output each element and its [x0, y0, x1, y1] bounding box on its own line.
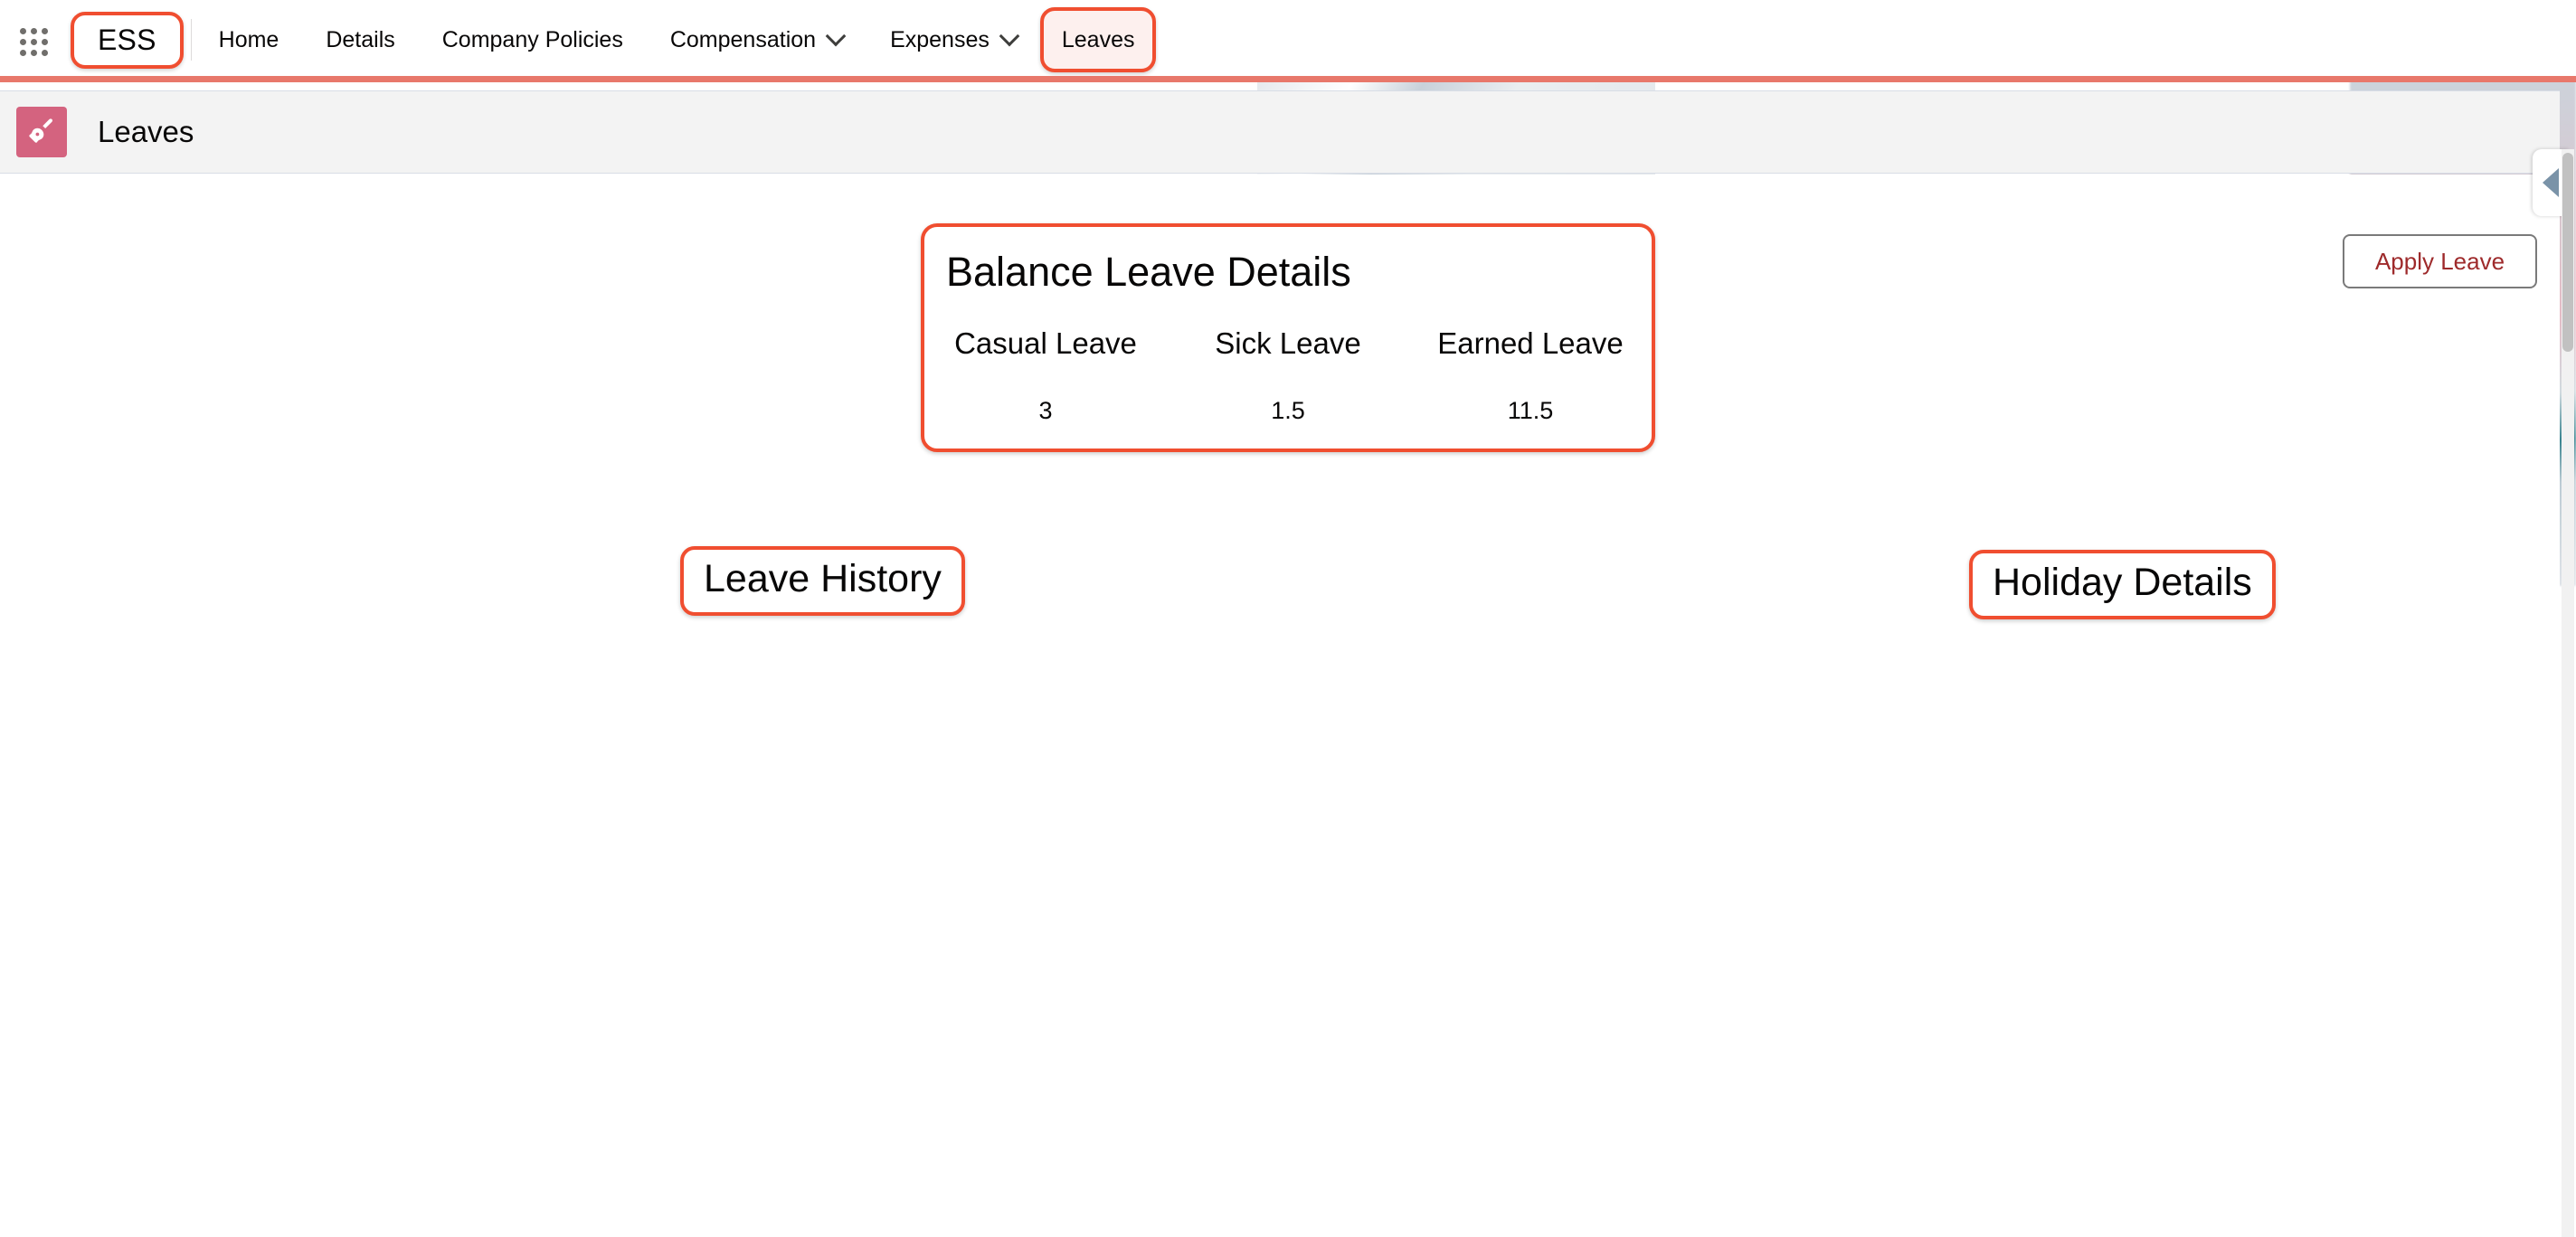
- nav-tab-expenses-label: Expenses: [890, 26, 990, 52]
- chevron-down-icon[interactable]: [999, 25, 1020, 47]
- nav-tab-home-label: Home: [218, 26, 279, 52]
- nav-tab-leaves-label: Leaves: [1061, 26, 1135, 52]
- nav-tab-compensation-label: Compensation: [669, 26, 817, 52]
- apply-leave-button[interactable]: Apply Leave: [2343, 234, 2537, 288]
- balance-sick-value: 1.5: [1271, 397, 1305, 424]
- page-scrollbar-thumb[interactable]: [2562, 153, 2573, 352]
- balance-casual-value: 3: [1038, 397, 1053, 424]
- balance-earned-value: 11.5: [1507, 397, 1554, 424]
- balance-leave-details-title: Balance Leave Details: [946, 249, 1351, 295]
- nav-tab-compensation[interactable]: Compensation: [647, 0, 867, 80]
- nav-tab-expenses[interactable]: Expenses: [867, 0, 1040, 80]
- page-scrollbar[interactable]: [2562, 149, 2574, 1237]
- page-title: Leaves: [98, 115, 194, 148]
- balance-casual-label: Casual Leave: [954, 326, 1137, 360]
- chevron-left-icon: [2543, 168, 2559, 197]
- nav-tab-details[interactable]: Details: [302, 0, 418, 80]
- balance-leave-columns: Casual Leave 3 Sick Leave 1.5 Earned Lea…: [924, 326, 1652, 425]
- nav-bottom-accent-bar: [0, 76, 2576, 82]
- global-navigation-bar: ESS Home Details Company Policies Compen…: [0, 0, 2576, 80]
- chevron-down-icon[interactable]: [825, 25, 847, 47]
- app-launcher-grid-icon[interactable]: [20, 28, 48, 56]
- holiday-details-title: Holiday Details: [1969, 550, 2276, 619]
- nav-tab-leaves[interactable]: Leaves: [1039, 7, 1157, 72]
- leave-history-title: Leave History: [680, 546, 965, 616]
- balance-sick-label: Sick Leave: [1215, 326, 1361, 360]
- balance-earned-label: Earned Leave: [1437, 326, 1624, 360]
- page-header: Leaves: [0, 90, 2560, 174]
- nav-tab-details-label: Details: [326, 26, 395, 52]
- nav-divider: [190, 19, 192, 61]
- balance-column-casual: Casual Leave 3: [924, 326, 1167, 425]
- app-name-ess[interactable]: ESS: [71, 11, 184, 69]
- nav-tab-home[interactable]: Home: [195, 0, 303, 80]
- balance-column-earned: Earned Leave 11.5: [1409, 326, 1652, 425]
- balance-column-sick: Sick Leave 1.5: [1167, 326, 1409, 425]
- app-name-container[interactable]: ESS: [71, 11, 184, 69]
- nav-tab-company-policies-label: Company Policies: [441, 26, 623, 52]
- custom-object-icon: [16, 107, 67, 157]
- nav-tab-company-policies[interactable]: Company Policies: [419, 0, 647, 80]
- nav-tab-list: Home Details Company Policies Compensati…: [195, 0, 1157, 80]
- balance-leave-details-card: Balance Leave Details Casual Leave 3 Sic…: [921, 223, 1655, 452]
